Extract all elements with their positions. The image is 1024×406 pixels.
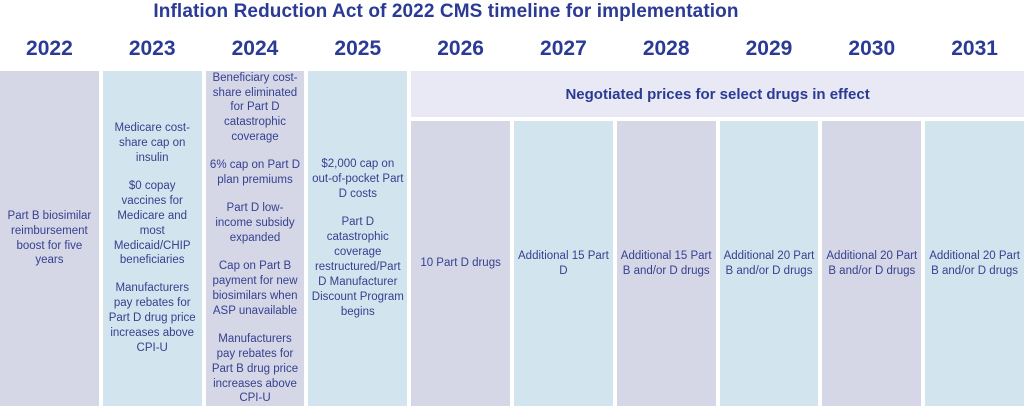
- page-title: Inflation Reduction Act of 2022 CMS time…: [153, 1, 739, 22]
- timeline-item: Additional 20 Part B and/or D drugs: [929, 249, 1020, 277]
- timeline-column-2023: Medicare cost-share cap on insulin $0 cop…: [102, 71, 202, 406]
- timeline-column-2026: 10 Part D drugs: [411, 121, 510, 406]
- timeline-column-2027: Additional 15 Part D: [514, 121, 613, 406]
- timeline-item: 6% cap on Part D plan premiums: [209, 159, 301, 187]
- timeline-item: Additional 15 Part B and/or D drugs: [620, 249, 712, 277]
- timeline-item: Additional 20 Part B and/or D drugs: [723, 249, 815, 277]
- timeline-item: Beneficiary cost-share eliminated for Pa…: [212, 71, 298, 144]
- timeline-item: Manufacturers pay rebates for Part B dru…: [211, 332, 299, 405]
- timeline-column-2028: Additional 15 Part B and/or D drugs: [616, 121, 716, 406]
- year-label-2023: 2023: [128, 37, 176, 60]
- years-row: 2022 2023 2024 2025 2026 2027 2028 2029 2030 2031: [0, 37, 1024, 61]
- timeline-grid: Negotiated prices for select drugs in ef…: [0, 71, 1024, 406]
- year-label-2027: 2027: [540, 37, 587, 60]
- timeline-item: Part D catastrophic coverage restructure…: [311, 216, 404, 318]
- timeline-item: Additional 20 Part B and/or D drugs: [826, 249, 918, 277]
- timeline-item: Part B biosimilar reimbursement boost fo…: [7, 209, 92, 267]
- timeline-column-2031: Additional 20 Part B and/or D drugs: [925, 121, 1024, 406]
- timeline-item: Cap on Part B payment for new biosimilar…: [212, 259, 298, 317]
- year-label-2025: 2025: [334, 37, 382, 60]
- year-label-2029: 2029: [745, 37, 793, 60]
- timeline-item: $2,000 cap on out-of-pocket Part D costs: [312, 158, 404, 201]
- year-label-2031: 2031: [951, 37, 998, 60]
- timeline-item: Part D low-income subsidy expanded: [215, 202, 295, 245]
- timeline-item: $0 copay vaccines for Medicare and most …: [113, 179, 191, 267]
- timeline-item: 10 Part D drugs: [420, 257, 501, 270]
- timeline-column-2025: $2,000 cap on out-of-pocket Part D costs…: [308, 71, 408, 406]
- year-label-2026: 2026: [437, 37, 484, 60]
- timeline-item: Medicare cost-share cap on insulin: [114, 121, 190, 164]
- year-label-2022: 2022: [26, 37, 73, 60]
- timeline-column-2024: Beneficiary cost-share eliminated for Pa…: [205, 71, 305, 406]
- negotiated-prices-banner: Negotiated prices for select drugs in ef…: [411, 71, 1024, 117]
- year-label-2028: 2028: [642, 37, 690, 60]
- timeline-column-2030: Additional 20 Part B and/or D drugs: [822, 121, 922, 406]
- year-label-2024: 2024: [231, 37, 279, 60]
- timeline-item: Manufacturers pay rebates for Part D dru…: [108, 282, 196, 355]
- timeline-item: Additional 15 Part D: [518, 249, 609, 277]
- timeline-column-2029: Additional 20 Part B and/or D drugs: [719, 121, 819, 406]
- year-label-2030: 2030: [848, 37, 896, 60]
- timeline-column-2022: Part B biosimilar reimbursement boost fo…: [0, 71, 99, 406]
